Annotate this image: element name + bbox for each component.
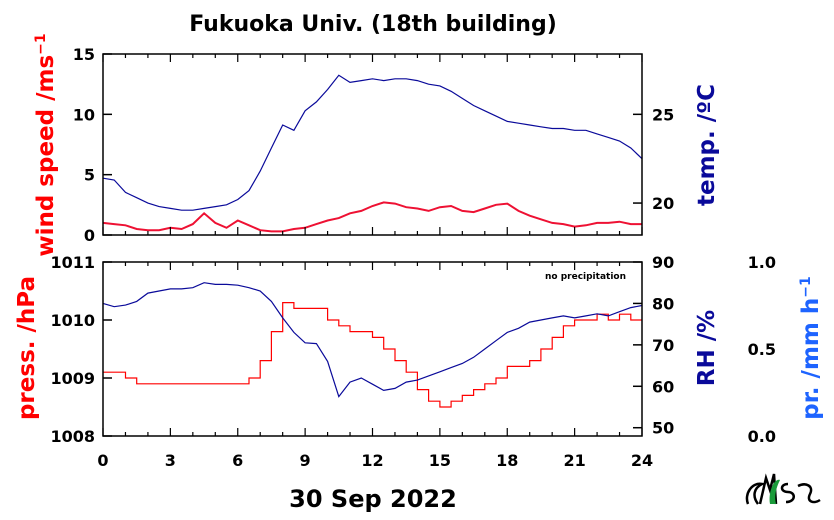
x-tick-label: 6 — [232, 451, 243, 470]
bottom-right-tick-label: 80 — [652, 294, 674, 313]
bottom-precip-tick-label: 1.0 — [748, 253, 776, 272]
x-tick-label: 0 — [97, 451, 108, 470]
bottom-right-tick-label: 70 — [652, 336, 674, 355]
fes-logo — [745, 473, 821, 505]
pressure-axis-label: press. /hPa — [14, 276, 40, 420]
precipitation-axis-label-sup: −1 — [798, 276, 814, 297]
humidity-axis-label: RH /% — [694, 310, 720, 386]
wind-speed-axis-label: wind speed /ms−1 — [33, 33, 59, 256]
top-left-tick-label: 15 — [73, 45, 95, 64]
chart-title: Fukuoka Univ. (18th building) — [189, 12, 557, 37]
top-series-1 — [102, 201, 642, 233]
bottom-left-tick-label: 1010 — [50, 311, 95, 330]
top-left-tick-label: 5 — [84, 166, 95, 185]
date-label: 30 Sep 2022 — [289, 485, 457, 513]
x-tick-label: 24 — [631, 451, 653, 470]
x-tick-label: 12 — [361, 451, 383, 470]
bottom-left-tick-label: 1009 — [50, 369, 95, 388]
top-panel: 0 5 10 15 20 25 — [73, 45, 675, 245]
wind-speed-axis-label-text: wind speed /ms — [33, 55, 59, 257]
x-tick-label: 21 — [563, 451, 585, 470]
x-tick-label: 18 — [496, 451, 518, 470]
top-right-tick-label: 20 — [652, 194, 674, 213]
top-plot-frame — [102, 53, 643, 236]
bottom-right-tick-label: 50 — [652, 419, 674, 438]
bottom-right-tick-label: 60 — [652, 377, 674, 396]
wind-speed-axis-label-sup: −1 — [33, 33, 49, 54]
top-left-tick-label: 10 — [73, 105, 95, 124]
bottom-series-1 — [102, 282, 643, 398]
bottom-series-0 — [103, 302, 642, 408]
bottom-right-tick-label: 90 — [652, 253, 674, 272]
bottom-left-tick-label: 1011 — [50, 253, 95, 272]
bottom-precip-tick-label: 0.5 — [748, 340, 776, 359]
precipitation-axis-label-text: pr. /mm h — [798, 298, 824, 420]
x-tick-label: 9 — [300, 451, 311, 470]
top-series-0 — [102, 74, 643, 211]
bottom-precip-tick-label: 0.0 — [748, 427, 776, 446]
top-left-tick-label: 0 — [84, 226, 95, 245]
top-right-tick-label: 25 — [652, 105, 674, 124]
bottom-panel: 1008 1009 1010 1011 50 60 70 80 90 0.0 0.5 1.0 no p… — [50, 253, 776, 446]
temperature-axis-label: temp. /ºC — [694, 84, 720, 206]
no-precipitation-note: no precipitation — [545, 272, 626, 282]
bottom-left-tick-label: 1008 — [50, 427, 95, 446]
precipitation-axis-label: pr. /mm h−1 — [798, 276, 824, 419]
x-tick-label: 15 — [429, 451, 451, 470]
x-tick-label: 3 — [165, 451, 176, 470]
